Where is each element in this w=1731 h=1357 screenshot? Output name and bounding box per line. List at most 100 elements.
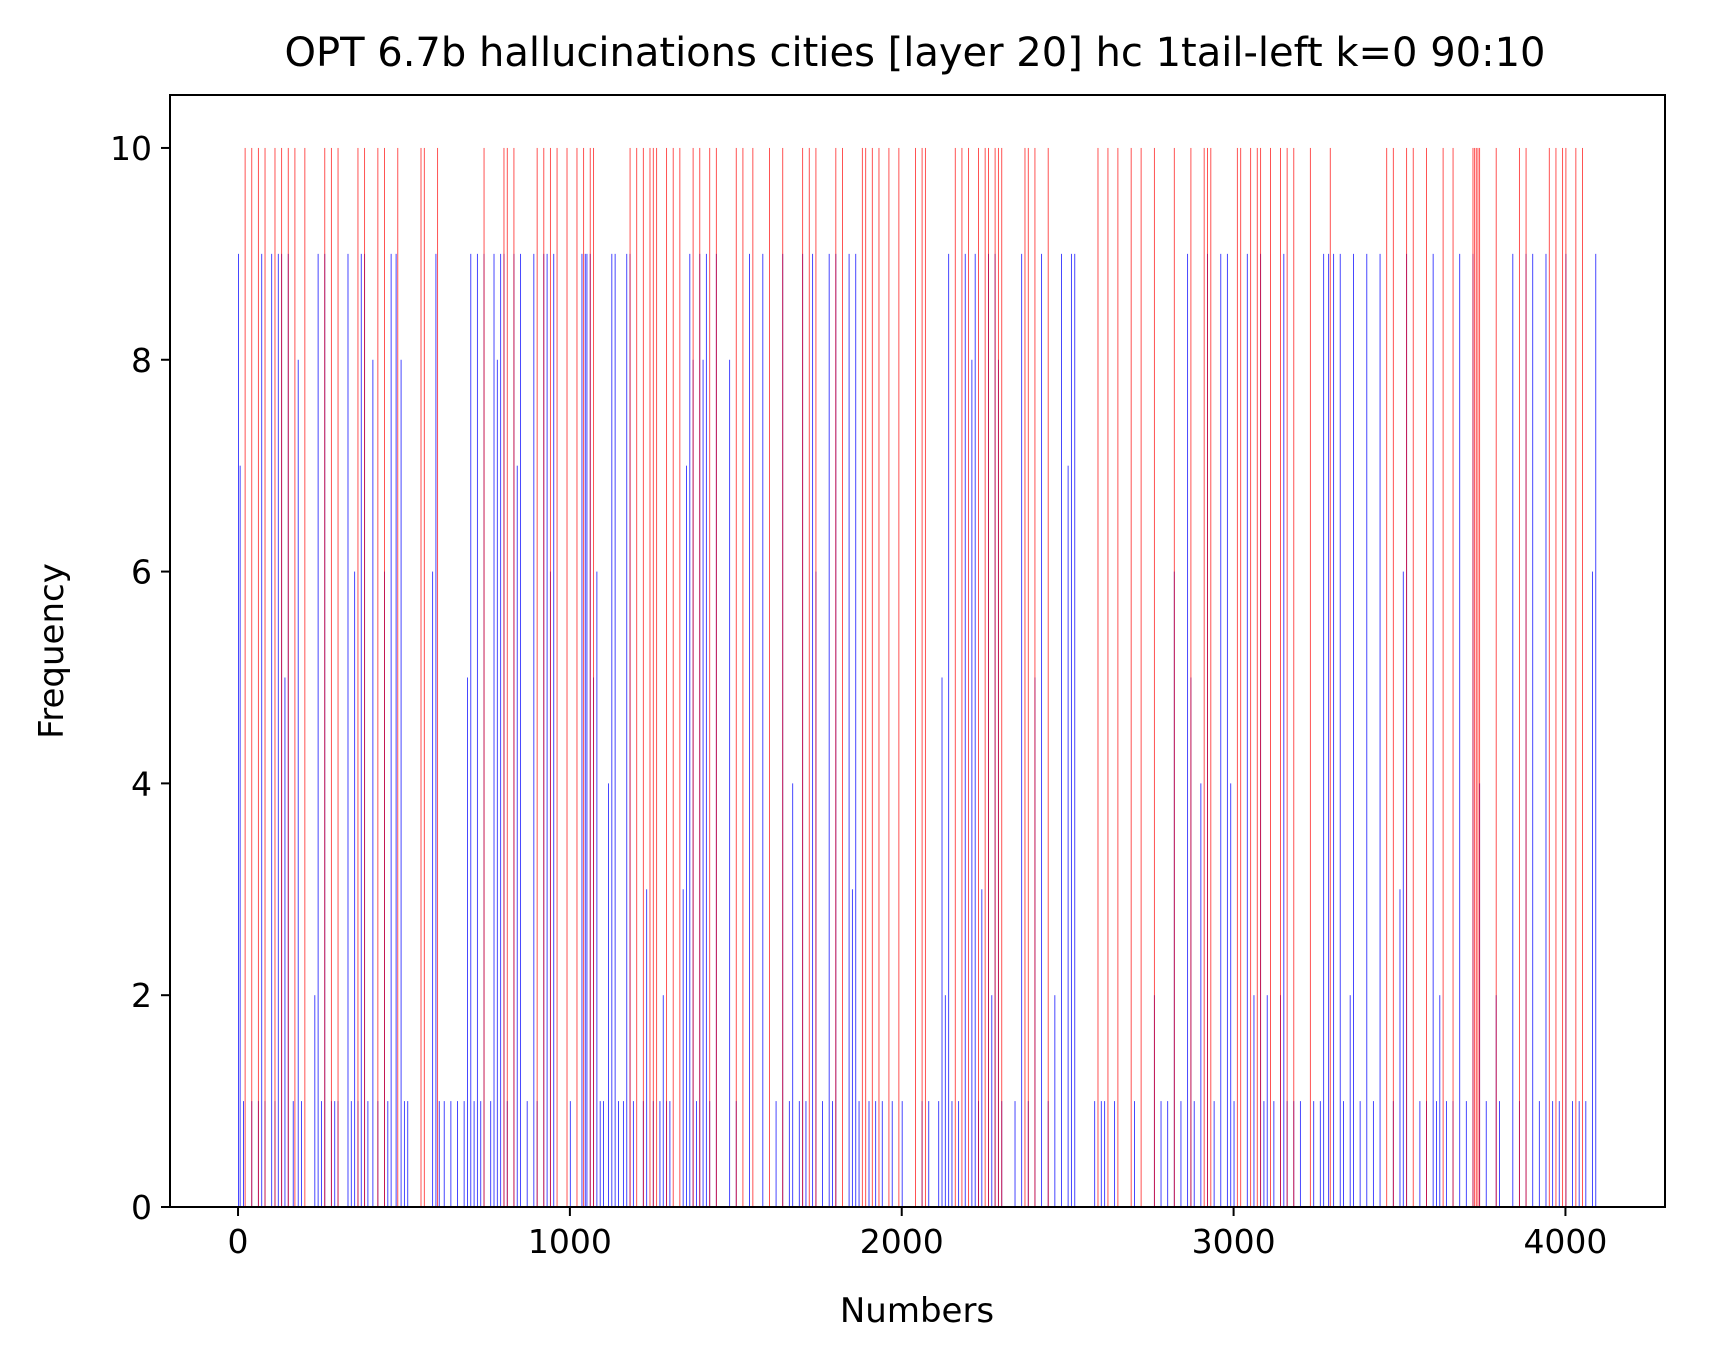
blue-bar-23: [347, 253, 349, 1208]
blue-bar-156: [1074, 253, 1076, 1208]
blue-bar-226: [1558, 1101, 1560, 1207]
blue-bar-216: [1485, 1101, 1487, 1207]
blue-bar-9: [277, 253, 279, 1208]
blue-bar-153: [1061, 253, 1062, 1208]
red-bar-73: [1001, 147, 1003, 1208]
red-bar-119: [1575, 147, 1577, 1208]
blue-bar-88: [659, 1101, 661, 1207]
blue-bar-161: [1134, 1101, 1135, 1207]
blue-bar-67: [553, 253, 555, 1208]
red-bar-68: [978, 147, 979, 1208]
blue-bar-129: [928, 1101, 930, 1207]
chart-title: OPT 6.7b hallucinations cities [layer 20…: [285, 30, 1546, 76]
red-bar-111: [1479, 147, 1481, 1208]
red-bar-64: [924, 147, 926, 1208]
blue-bar-104: [749, 253, 750, 1208]
blue-bar-70: [584, 253, 586, 1208]
blue-bar-232: [1595, 253, 1597, 1208]
red-bar-106: [1452, 147, 1454, 1208]
blue-bar-138: [974, 253, 976, 1208]
blue-bar-60: [520, 253, 522, 1208]
red-bars-series: [244, 147, 1583, 1208]
blue-bar-99: [705, 253, 707, 1208]
red-bar-57: [865, 147, 867, 1208]
red-bar-89: [1236, 147, 1238, 1208]
red-bar-49: [769, 147, 770, 1208]
blue-bar-140: [981, 889, 983, 1207]
red-bar-50: [782, 147, 784, 1208]
red-bar-9: [324, 147, 326, 1208]
red-bar-24: [536, 147, 538, 1208]
red-bar-102: [1406, 147, 1408, 1208]
blue-bar-178: [1253, 995, 1255, 1207]
red-bar-43: [699, 147, 701, 1208]
blue-bar-127: [901, 1101, 903, 1207]
red-bar-107: [1472, 147, 1474, 1208]
red-bar-86: [1203, 147, 1205, 1208]
red-bar-103: [1412, 147, 1414, 1208]
red-bar-58: [871, 147, 873, 1208]
blue-bar-224: [1545, 253, 1547, 1208]
blue-bar-61: [526, 1101, 528, 1207]
blue-bar-160: [1114, 1101, 1116, 1207]
blue-bar-155: [1070, 253, 1072, 1208]
blue-bar-187: [1299, 1101, 1301, 1207]
blue-bar-86: [646, 889, 648, 1207]
blue-bar-198: [1366, 253, 1368, 1208]
blue-bar-46: [467, 677, 468, 1207]
red-bar-83: [1153, 147, 1155, 1208]
blue-bar-89: [662, 995, 664, 1207]
blue-bar-82: [626, 253, 628, 1208]
blue-bar-24: [350, 1101, 352, 1207]
red-bar-5: [281, 147, 283, 1208]
blue-bar-180: [1263, 1101, 1265, 1207]
red-bar-39: [666, 147, 668, 1208]
red-bar-12: [357, 147, 359, 1208]
blue-bar-17: [317, 253, 319, 1208]
blue-bar-27: [360, 253, 362, 1208]
red-bar-85: [1190, 147, 1192, 1208]
red-bar-65: [954, 147, 956, 1208]
y-tick-label-5: 10: [110, 129, 152, 168]
x-tick-label-3: 3000: [1192, 1222, 1276, 1261]
red-bar-21: [503, 147, 505, 1208]
blue-bar-122: [858, 1101, 860, 1207]
red-bar-23: [513, 147, 515, 1208]
red-bar-109: [1475, 147, 1477, 1208]
blue-bar-150: [1041, 253, 1043, 1208]
red-bar-94: [1270, 147, 1271, 1208]
red-bar-75: [1027, 147, 1029, 1208]
red-bar-71: [994, 147, 996, 1208]
red-bar-62: [915, 147, 916, 1208]
blue-bar-47: [470, 253, 472, 1208]
red-bar-101: [1392, 147, 1394, 1208]
blue-bar-29: [367, 1101, 369, 1207]
red-bar-74: [1024, 147, 1026, 1208]
blue-bar-167: [1187, 253, 1189, 1208]
blue-bar-170: [1200, 783, 1202, 1207]
blue-bar-43: [450, 1101, 452, 1207]
red-bar-29: [576, 147, 578, 1208]
blue-bar-50: [480, 1101, 482, 1207]
blue-bar-30: [372, 359, 374, 1207]
blue-bar-52: [490, 1101, 492, 1207]
red-bar-37: [652, 147, 654, 1208]
red-bar-15: [384, 147, 385, 1208]
blue-bar-105: [762, 253, 764, 1208]
red-bar-108: [1474, 147, 1476, 1208]
blue-bar-218: [1499, 1101, 1500, 1207]
y-tick-label-2: 4: [131, 764, 152, 803]
blue-bar-2: [243, 1101, 244, 1207]
red-bar-79: [1107, 147, 1109, 1208]
red-bar-22: [506, 147, 508, 1208]
red-bar-51: [802, 147, 804, 1208]
blue-bar-18: [320, 1101, 322, 1207]
red-bar-56: [861, 147, 863, 1208]
red-bar-7: [294, 147, 296, 1208]
blue-bar-79: [614, 253, 616, 1208]
blue-bar-124: [875, 1101, 877, 1207]
red-bar-67: [968, 147, 970, 1208]
red-bar-33: [629, 147, 631, 1208]
blue-bar-196: [1353, 253, 1354, 1208]
red-bar-38: [656, 147, 658, 1208]
